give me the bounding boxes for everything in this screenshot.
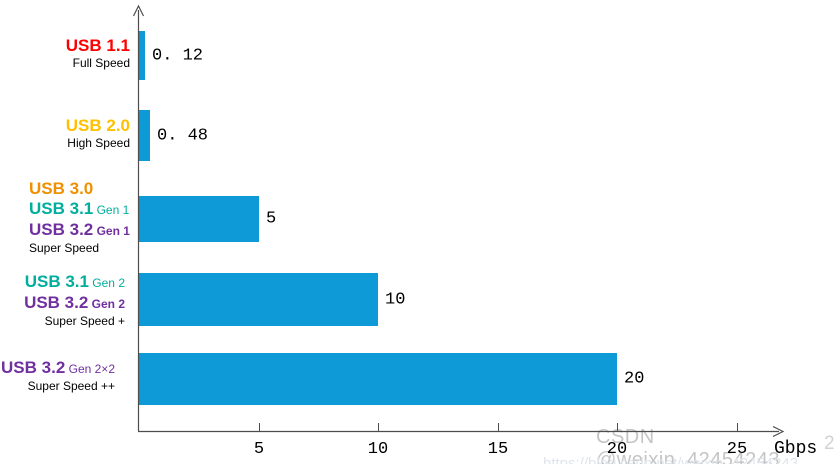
bar-row-3 bbox=[139, 273, 378, 326]
category-label-text: Gen 2×2 bbox=[65, 362, 115, 376]
category-label-text: USB 3.2 bbox=[24, 293, 89, 312]
bar-value-label: 10 bbox=[385, 290, 406, 309]
category-label-text: USB 3.0 bbox=[29, 179, 94, 198]
category-label-text: USB 1.1 bbox=[65, 36, 130, 55]
category-label-line: Full Speed bbox=[66, 56, 130, 71]
x-tick-label: 15 bbox=[487, 440, 509, 459]
category-label-text: USB 3.2 bbox=[1, 358, 66, 377]
bar-value-label: 0. 48 bbox=[157, 126, 209, 145]
x-tick bbox=[617, 423, 618, 431]
category-label-line: Super Speed ++ bbox=[1, 379, 115, 394]
x-axis-unit-label: Gbps bbox=[774, 439, 818, 459]
bar-value-label: 20 bbox=[624, 369, 645, 389]
category-label-line: Super Speed + bbox=[24, 314, 125, 329]
x-tick-label: 25 bbox=[726, 440, 748, 459]
category-label-line: USB 3.2 Gen 1 bbox=[29, 220, 130, 241]
x-tick bbox=[737, 423, 738, 431]
category-label-line: USB 1.1 bbox=[66, 36, 130, 56]
category-label-text: Gen 2 bbox=[88, 276, 125, 290]
x-tick-label: 20 bbox=[606, 440, 628, 459]
x-tick-label: 10 bbox=[367, 440, 389, 459]
x-tick-label: 5 bbox=[253, 440, 265, 459]
category-label-text: USB 2.0 bbox=[65, 116, 130, 135]
category-label-line: USB 3.1 Gen 1 bbox=[29, 199, 130, 220]
category-label-text: Super Speed + bbox=[44, 314, 125, 328]
category-label-text: USB 3.1 bbox=[24, 272, 89, 291]
watermark-fragment: 2 bbox=[824, 433, 835, 454]
category-label-text: Full Speed bbox=[72, 56, 130, 70]
category-label-text: High Speed bbox=[67, 136, 130, 150]
bar-row-0 bbox=[139, 31, 145, 80]
category-label-line: USB 3.2 Gen 2×2 bbox=[1, 358, 115, 379]
category-label-line: High Speed bbox=[66, 136, 130, 151]
x-tick bbox=[378, 423, 379, 431]
category-label-row-1: USB 2.0 High Speed bbox=[66, 116, 130, 151]
category-label-text: Gen 1 bbox=[93, 203, 130, 217]
category-label-row-4: USB 3.2 Gen 2×2 Super Speed ++ bbox=[1, 358, 115, 394]
category-label-line: USB 3.1 Gen 2 bbox=[24, 272, 125, 293]
x-tick bbox=[498, 423, 499, 431]
category-label-line: USB 3.0 bbox=[29, 179, 130, 199]
category-label-row-0: USB 1.1 Full Speed bbox=[66, 36, 130, 71]
category-label-line: Super Speed bbox=[29, 241, 130, 256]
bar-row-1 bbox=[139, 110, 150, 161]
bar-row-2 bbox=[139, 196, 259, 242]
category-label-row-3: USB 3.1 Gen 2 USB 3.2 Gen 2 Super Speed + bbox=[24, 272, 125, 329]
watermark-url: https://blog.csdn.net/weixin_42454243 bbox=[543, 455, 799, 464]
bar-row-4 bbox=[139, 353, 617, 405]
category-label-text: Gen 1 bbox=[93, 224, 130, 238]
category-label-text: Super Speed bbox=[29, 241, 100, 255]
category-label-text: USB 3.1 bbox=[29, 199, 94, 218]
category-label-text: USB 3.2 bbox=[29, 220, 94, 239]
bar-value-label: 0. 12 bbox=[152, 46, 204, 65]
category-label-row-2: USB 3.0 USB 3.1 Gen 1 USB 3.2 Gen 1 Super S… bbox=[29, 179, 130, 256]
category-label-text: Gen 2 bbox=[88, 297, 125, 311]
x-tick bbox=[259, 423, 260, 431]
category-label-text: Super Speed ++ bbox=[27, 379, 115, 393]
category-label-line: USB 2.0 bbox=[66, 116, 130, 136]
category-label-line: USB 3.2 Gen 2 bbox=[24, 293, 125, 314]
bar-value-label: 5 bbox=[266, 209, 277, 229]
